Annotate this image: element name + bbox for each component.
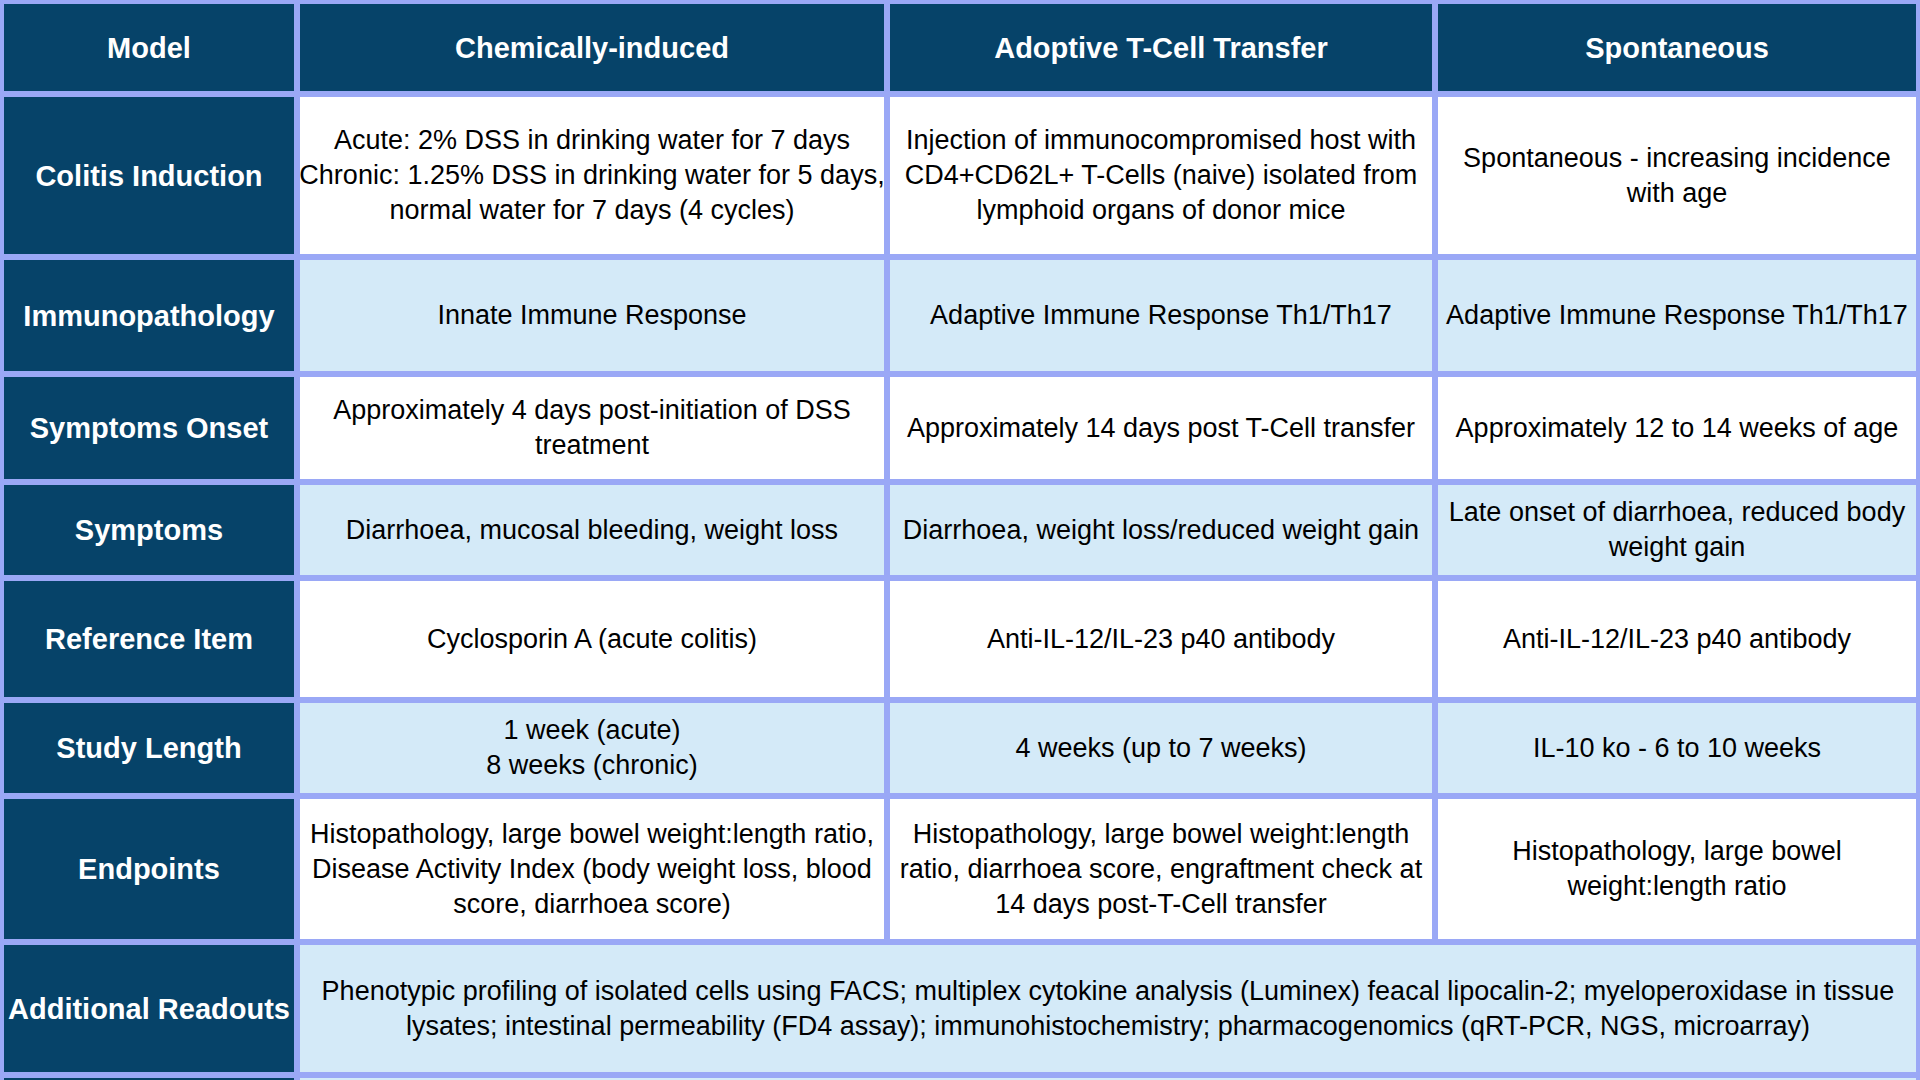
cell-reference-item-chemically-induced: Cyclosporin A (acute colitis) <box>300 581 884 697</box>
cell-endpoints-chemically-induced: Histopathology, large bowel weight:lengt… <box>300 799 884 939</box>
row-header-symptoms-onset: Symptoms Onset <box>4 377 294 479</box>
cell-symptoms-spontaneous: Late onset of diarrhoea, reduced body we… <box>1438 485 1916 575</box>
colitis-models-table: Model Chemically-induced Adoptive T-Cell… <box>0 0 1920 1080</box>
cell-immunopathology-adoptive: Adaptive Immune Response Th1/Th17 <box>890 260 1432 371</box>
row-header-additional-readouts: Additional Readouts <box>4 945 294 1072</box>
cell-symptoms-chemically-induced: Diarrhoea, mucosal bleeding, weight loss <box>300 485 884 575</box>
cell-symptoms-adoptive: Diarrhoea, weight loss/reduced weight ga… <box>890 485 1432 575</box>
cell-study-length-chemically-induced: 1 week (acute) 8 weeks (chronic) <box>300 703 884 793</box>
column-header-spontaneous: Spontaneous <box>1438 4 1916 91</box>
cell-colitis-induction-spontaneous: Spontaneous - increasing incidence with … <box>1438 97 1916 254</box>
cell-colitis-induction-adoptive: Injection of immunocompromised host with… <box>890 97 1432 254</box>
cell-endpoints-adoptive: Histopathology, large bowel weight:lengt… <box>890 799 1432 939</box>
cell-endpoints-spontaneous: Histopathology, large bowel weight:lengt… <box>1438 799 1916 939</box>
cell-colitis-induction-chemically-induced: Acute: 2% DSS in drinking water for 7 da… <box>300 97 884 254</box>
cell-study-length-spontaneous: IL-10 ko - 6 to 10 weeks <box>1438 703 1916 793</box>
cell-additional-readouts-merged: Phenotypic profiling of isolated cells u… <box>300 945 1916 1072</box>
cell-symptoms-onset-spontaneous: Approximately 12 to 14 weeks of age <box>1438 377 1916 479</box>
column-header-adoptive-t-cell-transfer: Adoptive T-Cell Transfer <box>890 4 1432 91</box>
row-header-study-length: Study Length <box>4 703 294 793</box>
cell-immunopathology-spontaneous: Adaptive Immune Response Th1/Th17 <box>1438 260 1916 371</box>
cell-symptoms-onset-chemically-induced: Approximately 4 days post-initiation of … <box>300 377 884 479</box>
row-header-endpoints: Endpoints <box>4 799 294 939</box>
cell-symptoms-onset-adoptive: Approximately 14 days post T-Cell transf… <box>890 377 1432 479</box>
column-header-chemically-induced: Chemically-induced <box>300 4 884 91</box>
cell-reference-item-spontaneous: Anti-IL-12/IL-23 p40 antibody <box>1438 581 1916 697</box>
cell-study-length-adoptive: 4 weeks (up to 7 weeks) <box>890 703 1432 793</box>
column-header-model: Model <box>4 4 294 91</box>
row-header-colitis-induction: Colitis Induction <box>4 97 294 254</box>
row-header-reference-item: Reference Item <box>4 581 294 697</box>
cell-reference-item-adoptive: Anti-IL-12/IL-23 p40 antibody <box>890 581 1432 697</box>
cell-immunopathology-chemically-induced: Innate Immune Response <box>300 260 884 371</box>
row-header-symptoms: Symptoms <box>4 485 294 575</box>
row-header-immunopathology: Immunopathology <box>4 260 294 371</box>
